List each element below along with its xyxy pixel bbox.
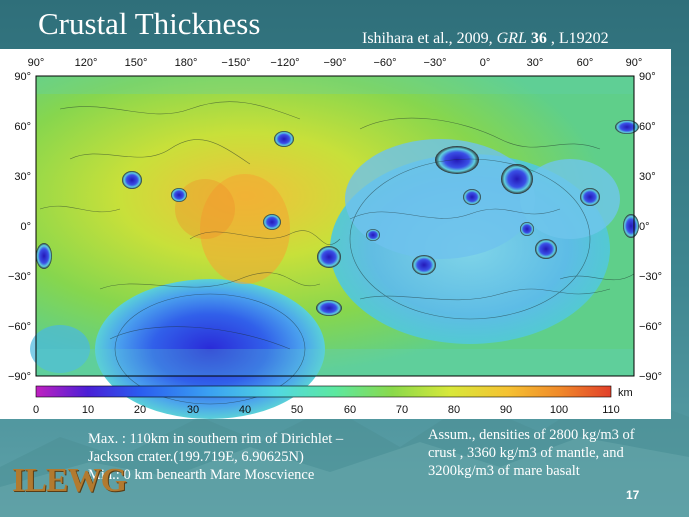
lat-label: −30°	[8, 271, 31, 283]
colorbar-tick: 10	[82, 404, 94, 416]
colorbar-tick: 90	[500, 404, 512, 416]
lat-label: 60°	[639, 121, 656, 133]
lat-label: 30°	[14, 171, 31, 183]
colorbar-tick: 80	[448, 404, 460, 416]
lon-label: −60°	[373, 57, 396, 69]
note-line: crust , 3360 kg/m3 of mantle, and	[428, 445, 624, 461]
note-line: Min.: 0 km benearth Mare Moscvience	[88, 467, 315, 483]
lat-label: 0°	[639, 221, 650, 233]
lat-label: 90°	[639, 71, 656, 83]
lat-label: −60°	[639, 321, 662, 333]
colorbar-tick: 0	[33, 404, 39, 416]
colorbar-tick: 100	[550, 404, 568, 416]
slide-title: Crustal Thickness	[38, 6, 261, 41]
citation: Ishihara et al., 2009, GRL 36 , L19202	[362, 30, 609, 48]
colorbar-unit: km	[618, 387, 633, 399]
lon-label: −90°	[323, 57, 346, 69]
lon-label: 120°	[75, 57, 98, 69]
max-min-note: Max. : 110km in southern rim of Dirichle…	[88, 430, 418, 484]
longitude-labels: 90° 120° 150° 180° −150° −120° −90° −60°…	[28, 57, 643, 69]
lon-label: −120°	[270, 57, 299, 69]
lon-label: 150°	[125, 57, 148, 69]
colorbar-tick: 110	[602, 404, 620, 416]
colorbar-tick: 40	[239, 404, 251, 416]
note-line: Assum., densities of 2800 kg/m3 of	[428, 427, 635, 443]
colorbar-tick: 70	[396, 404, 408, 416]
lon-label: 30°	[527, 57, 544, 69]
colorbar-tick: 60	[344, 404, 356, 416]
crustal-thickness-map-panel: 90° 120° 150° 180° −150° −120° −90° −60°…	[0, 49, 671, 419]
colorbar-tick: 50	[291, 404, 303, 416]
latitude-labels-left: 90° 60° 30° 0° −30° −60° −90°	[8, 71, 31, 383]
ilewg-logo: ILEWG	[12, 462, 127, 499]
lon-label: −30°	[423, 57, 446, 69]
note-line: Max. : 110km in southern rim of Dirichle…	[88, 431, 344, 447]
crustal-thickness-map: 90° 120° 150° 180° −150° −120° −90° −60°…	[8, 57, 662, 419]
lon-label: −150°	[221, 57, 250, 69]
citation-page: , L19202	[546, 30, 609, 47]
colorbar-gradient	[35, 385, 612, 398]
citation-volume: 36	[530, 30, 547, 47]
assumptions-note: Assum., densities of 2800 kg/m3 of crust…	[428, 426, 686, 480]
lat-label: −60°	[8, 321, 31, 333]
lat-label: −90°	[8, 371, 31, 383]
colorbar: km 0 10 20 30 40 50 60 70 80 90 100 110	[33, 385, 633, 416]
lat-label: 90°	[14, 71, 31, 83]
lon-label: 90°	[28, 57, 45, 69]
lon-label: 90°	[626, 57, 643, 69]
colorbar-tick: 20	[134, 404, 146, 416]
page-number: 17	[626, 488, 640, 502]
lat-label: 60°	[14, 121, 31, 133]
mountain-background	[0, 387, 689, 517]
citation-journal: GRL	[496, 30, 527, 47]
latitude-labels-right: 90° 60° 30° 0° −30° −60° −90°	[639, 71, 662, 383]
lat-label: −30°	[639, 271, 662, 283]
lat-label: 0°	[20, 221, 31, 233]
note-line: Jackson crater.(199.719E, 6.90625N)	[88, 449, 304, 465]
map-body	[30, 75, 639, 419]
citation-authors: Ishihara et al., 2009,	[362, 30, 497, 47]
lon-label: 0°	[480, 57, 491, 69]
lat-label: −90°	[639, 371, 662, 383]
lon-label: 180°	[175, 57, 198, 69]
lon-label: 60°	[577, 57, 594, 69]
lat-label: 30°	[639, 171, 656, 183]
colorbar-tick: 30	[187, 404, 199, 416]
note-line: 3200kg/m3 of mare basalt	[428, 463, 580, 479]
